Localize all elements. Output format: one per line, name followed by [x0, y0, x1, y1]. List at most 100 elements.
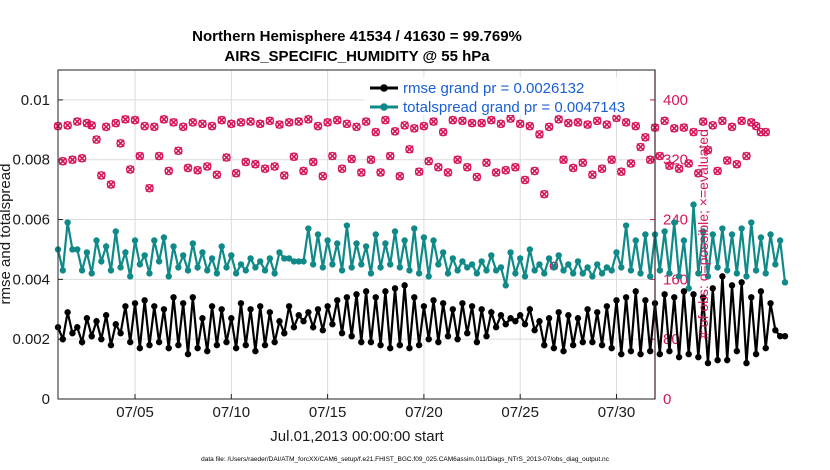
obs-count-point [227, 119, 236, 129]
obs-evaluated-marker [391, 127, 399, 136]
obs-possible-marker [694, 168, 703, 178]
spread-point [189, 240, 197, 247]
rmse-point [131, 300, 139, 307]
rmse-point [122, 303, 129, 310]
obs-possible-marker [602, 120, 612, 129]
spread-point [155, 258, 163, 265]
obs-count-point [535, 130, 544, 139]
obs-possible-marker [689, 127, 698, 137]
obs-count-point [641, 132, 650, 142]
obs-evaluated-marker [92, 135, 101, 144]
spread-point [449, 255, 456, 262]
obs-evaluated-marker [588, 170, 597, 179]
obs-possible-marker [159, 115, 169, 124]
rmse-point [290, 324, 298, 331]
obs-count-point [164, 166, 174, 176]
obs-possible-marker [443, 168, 453, 177]
rmse-point [146, 341, 153, 349]
rmse-point [598, 341, 606, 349]
obs-count-point [251, 159, 260, 169]
spread-point [401, 237, 408, 244]
obs-possible-marker [573, 118, 583, 127]
spread-point [117, 264, 124, 271]
x-tick-label: 07/05 [116, 404, 154, 421]
rmse-point [112, 321, 119, 328]
obs-count-point [761, 127, 771, 137]
obs-possible-marker [140, 121, 149, 131]
spread-point [767, 231, 774, 238]
rmse-point [314, 306, 322, 313]
rmse-point [675, 353, 683, 361]
obs-possible-marker [621, 118, 631, 127]
spread-point [295, 258, 302, 265]
rmse-point [733, 347, 741, 355]
obs-count-point [337, 164, 347, 173]
obs-count-point [323, 118, 332, 127]
rmse-point [512, 318, 519, 325]
obs-possible-marker [284, 118, 294, 127]
obs-count-point [419, 121, 429, 131]
obs-possible-marker [395, 171, 405, 181]
obs-possible-marker [347, 154, 356, 164]
rmse-point [478, 306, 485, 313]
rmse-point [127, 338, 134, 346]
obs-evaluated-marker [222, 153, 231, 162]
obs-evaluated-marker [737, 116, 746, 125]
rmse-point [531, 327, 538, 334]
obs-possible-marker [405, 144, 414, 154]
obs-possible-marker [737, 116, 746, 126]
obs-count-point [636, 142, 645, 152]
spread-point [122, 249, 129, 256]
spread-point [213, 270, 221, 277]
rmse-point [208, 303, 216, 310]
spread-point [724, 267, 731, 274]
obs-evaluated-marker [184, 163, 192, 172]
spread-point [589, 273, 596, 280]
rmse-point [536, 318, 543, 325]
rmse-point [738, 279, 745, 286]
rmse-point [666, 347, 673, 355]
rmse-point [261, 341, 269, 349]
rmse-point [569, 341, 577, 349]
spread-point [59, 267, 67, 274]
spread-point [237, 261, 245, 268]
spread-point [618, 264, 625, 271]
rmse-point [136, 344, 144, 352]
obs-count-point [294, 117, 304, 126]
obs-evaluated-marker [299, 166, 308, 175]
obs-possible-marker [616, 167, 626, 176]
rmse-point [492, 324, 500, 331]
obs-count-point [429, 117, 438, 126]
obs-count-point [121, 115, 130, 124]
obs-evaluated-marker [111, 119, 120, 128]
spread-point [170, 243, 177, 250]
obs-evaluated-marker [169, 118, 178, 127]
obs-count-point [279, 171, 289, 180]
rmse-point [88, 332, 95, 340]
rmse-point [781, 332, 789, 340]
spread-point [338, 267, 346, 274]
rmse-point [377, 341, 384, 349]
obs-evaluated-marker [352, 122, 361, 131]
obs-evaluated-marker [540, 190, 549, 199]
obs-evaluated-marker [472, 172, 481, 181]
rmse-point [483, 332, 490, 340]
obs-evaluated-marker [366, 155, 375, 164]
spread-point [483, 267, 490, 274]
obs-count-point [304, 115, 313, 124]
spread-point [776, 237, 784, 244]
rmse-point [329, 321, 336, 328]
obs-evaluated-marker [155, 152, 164, 160]
obs-count-point [689, 127, 698, 137]
rmse-point [420, 303, 428, 310]
obs-possible-marker [515, 119, 525, 129]
obs-evaluated-marker [665, 161, 674, 170]
obs-count-point [236, 118, 246, 127]
rmse-point [160, 306, 168, 313]
rmse-point [281, 330, 288, 337]
rmse-point [252, 347, 259, 355]
rmse-point [545, 315, 553, 322]
spread-point [531, 267, 538, 274]
obs-possible-marker [631, 121, 641, 131]
obs-evaluated-marker [87, 121, 96, 130]
